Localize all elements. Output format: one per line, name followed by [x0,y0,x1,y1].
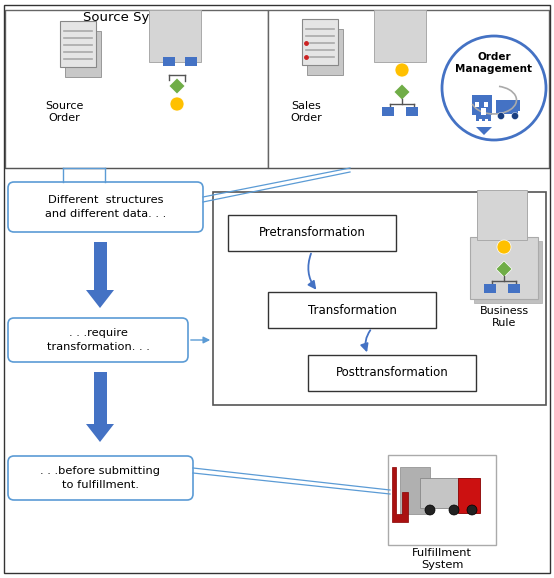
FancyBboxPatch shape [65,31,101,77]
Polygon shape [394,84,410,100]
Polygon shape [86,424,114,442]
FancyBboxPatch shape [477,105,491,119]
Text: Transformation: Transformation [307,303,397,317]
FancyBboxPatch shape [382,107,394,116]
Polygon shape [169,78,185,94]
FancyBboxPatch shape [163,57,175,66]
FancyBboxPatch shape [308,355,476,391]
FancyBboxPatch shape [94,242,106,290]
Circle shape [449,505,459,515]
Polygon shape [392,467,408,522]
Text: Source System: Source System [83,10,183,24]
Polygon shape [496,261,512,277]
FancyBboxPatch shape [475,102,479,107]
FancyBboxPatch shape [149,10,201,62]
Text: Source
Order: Source Order [45,101,83,123]
FancyBboxPatch shape [484,102,488,107]
FancyBboxPatch shape [307,29,343,75]
Circle shape [497,240,511,254]
Circle shape [395,63,409,77]
Text: . . .require
transformation. . .: . . .require transformation. . . [47,328,150,352]
FancyBboxPatch shape [508,284,520,293]
FancyBboxPatch shape [268,10,549,168]
Polygon shape [476,127,492,135]
Text: Sales
Order: Sales Order [290,101,322,123]
Circle shape [425,505,435,515]
FancyBboxPatch shape [482,113,485,121]
Circle shape [442,36,546,140]
FancyBboxPatch shape [484,284,496,293]
Text: Posttransformation: Posttransformation [336,366,448,380]
FancyBboxPatch shape [268,292,436,328]
Circle shape [511,113,519,120]
FancyBboxPatch shape [400,467,430,514]
Text: Order
Management: Order Management [455,52,532,74]
Circle shape [467,505,477,515]
FancyBboxPatch shape [8,456,193,500]
FancyBboxPatch shape [60,21,96,67]
FancyBboxPatch shape [477,190,527,240]
FancyBboxPatch shape [488,113,491,121]
FancyBboxPatch shape [374,10,426,62]
FancyBboxPatch shape [474,241,542,303]
Text: Fulfillment
System: Fulfillment System [412,548,472,570]
Text: . . .before submitting
to fulfillment.: . . .before submitting to fulfillment. [40,466,161,490]
Text: Business
Rule: Business Rule [479,306,529,328]
Circle shape [497,113,505,120]
FancyBboxPatch shape [185,57,197,66]
FancyBboxPatch shape [470,237,538,299]
FancyBboxPatch shape [5,10,268,168]
FancyBboxPatch shape [8,182,203,232]
FancyBboxPatch shape [406,107,418,116]
FancyBboxPatch shape [302,19,338,65]
Circle shape [170,97,184,111]
FancyBboxPatch shape [94,372,106,424]
Polygon shape [86,290,114,308]
FancyBboxPatch shape [388,455,496,545]
FancyBboxPatch shape [481,108,486,115]
Text: Different  structures
and different data. . .: Different structures and different data.… [45,195,166,219]
FancyBboxPatch shape [476,113,479,121]
FancyBboxPatch shape [213,192,546,405]
FancyBboxPatch shape [496,100,518,114]
Text: Pretransformation: Pretransformation [259,227,366,239]
FancyBboxPatch shape [458,478,480,513]
FancyBboxPatch shape [8,318,188,362]
FancyBboxPatch shape [228,215,396,251]
FancyBboxPatch shape [511,100,520,111]
FancyBboxPatch shape [420,478,470,508]
FancyBboxPatch shape [472,95,492,115]
